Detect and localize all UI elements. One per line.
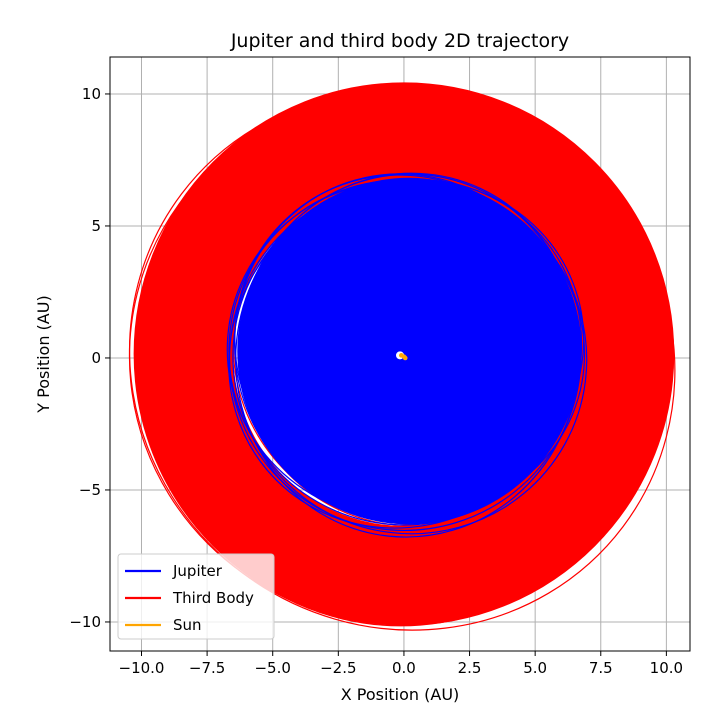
sun-point — [399, 353, 404, 358]
series-third-body — [128, 88, 676, 631]
orbit-path — [187, 144, 622, 577]
x-tick-label: 10.0 — [650, 659, 683, 677]
chart-title: Jupiter and third body 2D trajectory — [230, 30, 569, 52]
orbit-path — [192, 143, 612, 577]
x-tick-label: −7.5 — [189, 659, 225, 677]
jupiter-orbit-fill — [237, 178, 582, 525]
x-tick-label: 2.5 — [458, 659, 482, 677]
x-tick-label: 5.0 — [523, 659, 547, 677]
y-axis-ticks: −10 −5 0 5 10 — [69, 85, 110, 631]
series-sun — [396, 351, 408, 361]
series-jupiter — [226, 172, 588, 538]
y-tick-label: 0 — [91, 349, 101, 367]
orbit-path — [155, 99, 649, 597]
x-tick-label: 0.0 — [392, 659, 416, 677]
x-tick-label: −10.0 — [119, 659, 165, 677]
x-tick-label: −2.5 — [320, 659, 356, 677]
orbit-path — [245, 178, 583, 515]
y-axis-label: Y Position (AU) — [34, 295, 53, 413]
orbit-path — [235, 177, 580, 538]
y-tick-label: −5 — [79, 481, 101, 499]
sun-point — [402, 355, 408, 361]
y-tick-label: 10 — [82, 85, 101, 103]
orbit-path — [180, 132, 641, 581]
orbit-path — [128, 93, 672, 625]
legend-label: Jupiter — [172, 562, 223, 580]
series-jupiter-disc — [237, 178, 582, 525]
legend-label: Third Body — [172, 589, 254, 607]
series-layer — [128, 82, 676, 631]
y-tick-label: 5 — [91, 217, 101, 235]
orbit-path — [189, 150, 611, 568]
orbit-path — [233, 173, 574, 523]
orbit-path — [167, 105, 646, 591]
plot-area — [109, 56, 691, 652]
y-tick-label: −10 — [69, 613, 101, 631]
x-axis-ticks: −10.0 −7.5 −5.0 −2.5 0.0 2.5 5.0 7.5 10.0 — [119, 651, 683, 677]
legend-label: Sun — [173, 616, 202, 634]
orbit-path — [195, 156, 600, 550]
orbit-path — [181, 122, 640, 586]
orbit-path — [232, 181, 588, 535]
legend: Jupiter Third Body Sun — [117, 553, 275, 640]
legend-box — [117, 553, 275, 640]
x-tick-label: −5.0 — [254, 659, 290, 677]
plot-frame — [109, 56, 691, 652]
x-axis-label: X Position (AU) — [341, 685, 460, 704]
x-tick-label: 7.5 — [589, 659, 613, 677]
